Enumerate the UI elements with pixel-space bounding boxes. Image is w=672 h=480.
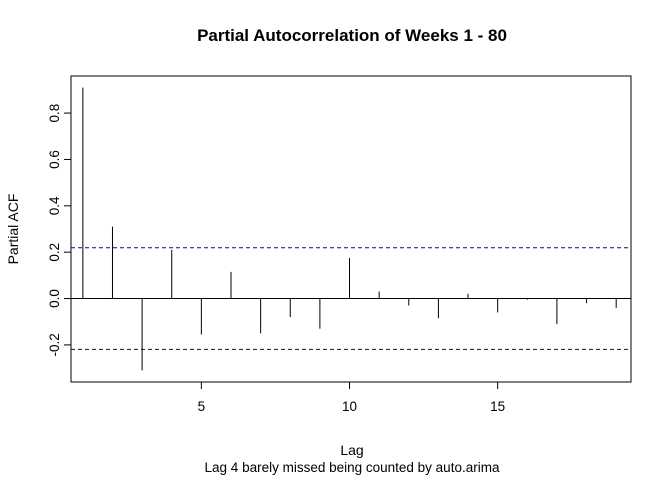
y-tick-label: 0.2 bbox=[47, 243, 62, 262]
x-axis: 5 10 15 bbox=[198, 382, 505, 414]
x-tick-label: 5 bbox=[198, 399, 206, 414]
chart-subtitle: Lag 4 barely missed being counted by aut… bbox=[205, 460, 500, 475]
chart-title: Partial Autocorrelation of Weeks 1 - 80 bbox=[197, 26, 507, 45]
y-axis: -0.2 0.0 0.2 0.4 0.6 0.8 bbox=[47, 104, 71, 357]
x-tick-label: 10 bbox=[342, 399, 357, 414]
y-tick-label: 0.4 bbox=[47, 196, 62, 215]
plot-frame bbox=[70, 75, 632, 383]
x-tick-label: 15 bbox=[490, 399, 505, 414]
y-axis-label: Partial ACF bbox=[5, 194, 21, 265]
pacf-bars bbox=[82, 87, 617, 371]
y-tick-label: 0.0 bbox=[47, 289, 62, 308]
y-tick-label: 0.8 bbox=[47, 104, 62, 123]
y-tick-label: 0.6 bbox=[47, 150, 62, 169]
y-tick-label: -0.2 bbox=[47, 333, 62, 356]
x-axis-label: Lag bbox=[340, 442, 363, 458]
